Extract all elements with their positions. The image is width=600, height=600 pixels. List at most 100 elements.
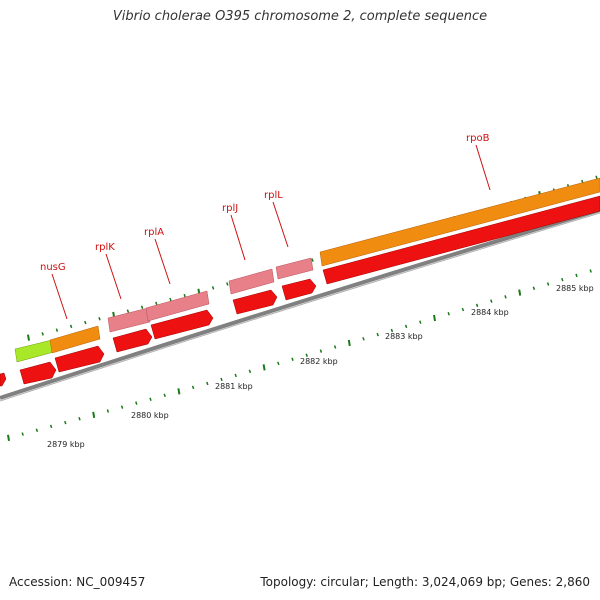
scale-tick bbox=[490, 299, 493, 303]
gene-label-rplJ: rplJ bbox=[222, 203, 238, 214]
scale-tick bbox=[461, 307, 465, 312]
gene-label-nusG: nusG bbox=[40, 262, 66, 273]
scale-tick bbox=[206, 381, 209, 386]
scale-tick bbox=[546, 282, 550, 286]
scale-tick bbox=[234, 373, 237, 378]
scale-tick bbox=[92, 411, 96, 419]
leader-rpoB bbox=[475, 144, 491, 191]
scale-tick bbox=[163, 393, 166, 398]
scale-label-2884: 2884 kbp bbox=[471, 308, 509, 317]
gene-green-feature[interactable] bbox=[14, 339, 55, 363]
upper-tick bbox=[226, 282, 229, 286]
scale-tick bbox=[561, 277, 564, 282]
scale-tick bbox=[78, 416, 81, 421]
accession-text: Accession: NC_009457 bbox=[9, 575, 146, 589]
scale-tick bbox=[419, 320, 422, 324]
scale-tick bbox=[7, 434, 10, 442]
scale-tick bbox=[390, 328, 394, 333]
scale-tick bbox=[135, 401, 138, 405]
label-leaders bbox=[51, 144, 491, 320]
scale-tick bbox=[49, 424, 53, 429]
upper-tick bbox=[69, 324, 73, 329]
scale-tick bbox=[64, 420, 67, 425]
scale-tick bbox=[291, 357, 294, 362]
gene-label-rplK: rplK bbox=[95, 242, 115, 253]
upper-tick bbox=[155, 301, 158, 306]
upper-tick bbox=[84, 320, 87, 325]
cds-arrow[interactable] bbox=[0, 372, 7, 387]
scale-tick bbox=[433, 314, 436, 322]
scale-tick bbox=[305, 353, 308, 357]
scale-tick bbox=[319, 349, 323, 353]
cds-arrow[interactable] bbox=[150, 309, 214, 340]
backbone-shadow bbox=[0, 212, 600, 402]
cds-track bbox=[0, 195, 600, 387]
scale-label-2880: 2880 kbp bbox=[131, 411, 169, 420]
gene-rplJ[interactable] bbox=[228, 268, 275, 295]
cds-arrow[interactable] bbox=[281, 278, 317, 301]
scale-tick bbox=[376, 332, 379, 337]
upper-tick bbox=[41, 332, 44, 336]
scale-label-2879: 2879 kbp bbox=[47, 440, 85, 449]
scale-tick bbox=[362, 337, 365, 341]
upper-tick bbox=[27, 334, 30, 341]
gene-rplK[interactable] bbox=[107, 307, 151, 333]
scale-tick bbox=[21, 432, 24, 436]
scale-tick bbox=[347, 339, 351, 347]
cds-rpoB[interactable] bbox=[322, 195, 600, 285]
gene-rplA[interactable] bbox=[145, 290, 210, 322]
leader-rplJ bbox=[230, 214, 246, 261]
upper-tick bbox=[183, 293, 186, 298]
scale-tick bbox=[333, 345, 337, 349]
backbone-line bbox=[0, 208, 600, 400]
upper-tick-row bbox=[27, 175, 598, 341]
scale-tick bbox=[106, 409, 110, 413]
scale-tick bbox=[532, 286, 536, 291]
scale-tick bbox=[177, 388, 181, 395]
gene-track bbox=[14, 177, 600, 363]
leader-rplL bbox=[272, 201, 289, 248]
scale-label-2883: 2883 kbp bbox=[385, 332, 423, 341]
scale-tick bbox=[518, 289, 522, 296]
scale-tick bbox=[35, 428, 39, 432]
gene-rpoB[interactable] bbox=[319, 177, 600, 267]
upper-tick bbox=[169, 297, 172, 302]
upper-tick bbox=[55, 328, 59, 332]
scale-label-2881: 2881 kbp bbox=[215, 382, 253, 391]
gene-label-rplA: rplA bbox=[144, 227, 164, 238]
scale-label-2882: 2882 kbp bbox=[300, 357, 338, 366]
gene-rplL[interactable] bbox=[275, 257, 314, 280]
scale-tick bbox=[504, 295, 507, 299]
cds-arrow[interactable] bbox=[54, 345, 105, 373]
scale-tick-row bbox=[7, 269, 592, 442]
scale-tick bbox=[447, 312, 450, 316]
scale-tick bbox=[220, 377, 223, 382]
scale-tick bbox=[475, 303, 479, 308]
leader-nusG bbox=[51, 273, 68, 320]
gene-nusG[interactable] bbox=[49, 325, 101, 354]
scale-tick bbox=[262, 364, 266, 371]
scale-tick bbox=[191, 385, 195, 390]
gene-label-rpoB: rpoB bbox=[466, 133, 490, 144]
upper-tick bbox=[595, 175, 598, 179]
scale-tick bbox=[575, 273, 578, 278]
scale-tick bbox=[248, 369, 252, 374]
scale-label-2885: 2885 kbp bbox=[556, 284, 594, 293]
leader-rplK bbox=[105, 253, 122, 300]
gene-label-rplL: rplL bbox=[264, 190, 283, 201]
scale-tick bbox=[589, 269, 592, 273]
scale-tick bbox=[277, 361, 280, 366]
scale-tick bbox=[404, 324, 408, 329]
cds-arrow[interactable] bbox=[232, 289, 278, 315]
upper-tick bbox=[140, 305, 144, 310]
upper-tick bbox=[98, 317, 101, 321]
cds-arrow[interactable] bbox=[19, 361, 57, 385]
upper-tick bbox=[211, 286, 215, 290]
scale-tick bbox=[120, 405, 124, 409]
leader-rplA bbox=[154, 238, 171, 285]
map-title: Vibrio cholerae O395 chromosome 2, compl… bbox=[112, 9, 488, 24]
topology-summary: Topology: circular; Length: 3,024,069 bp… bbox=[260, 575, 590, 589]
cds-arrow[interactable] bbox=[112, 328, 153, 353]
scale-tick bbox=[149, 397, 152, 401]
